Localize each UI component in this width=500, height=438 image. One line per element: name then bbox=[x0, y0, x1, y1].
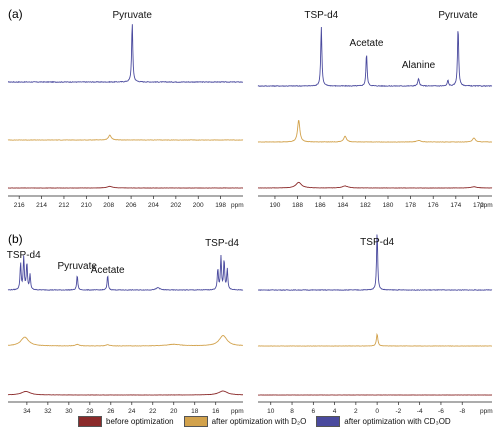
x-tick-label-0-2: 212 bbox=[59, 202, 70, 209]
x-tick-label-2-6: 22 bbox=[149, 408, 157, 415]
x-tick-label-2-3: 28 bbox=[86, 408, 94, 415]
spectrum-d2o-2 bbox=[8, 335, 243, 346]
x-tick-label-0-5: 206 bbox=[126, 202, 137, 209]
x-tick-label-1-2: 186 bbox=[315, 202, 326, 209]
annotation-1-0: TSP-d4 bbox=[304, 10, 338, 21]
spectrum-before-1 bbox=[258, 182, 492, 188]
x-tick-label-3-2: 6 bbox=[311, 408, 315, 415]
x-tick-label-3-9: -8 bbox=[459, 408, 465, 415]
x-tick-label-0-6: 204 bbox=[148, 202, 159, 209]
x-tick-label-3-7: -4 bbox=[417, 408, 423, 415]
annotation-2-3: TSP-d4 bbox=[205, 238, 239, 249]
x-tick-label-0-9: 198 bbox=[215, 202, 226, 209]
spectrum-d2o-3 bbox=[258, 334, 492, 346]
legend: before optimization after optimization w… bbox=[78, 416, 451, 427]
x-tick-label-0-0: 216 bbox=[14, 202, 25, 209]
x-tick-label-3-5: 0 bbox=[375, 408, 379, 415]
x-tick-label-2-0: 34 bbox=[23, 408, 31, 415]
x-axis-unit-0: ppm bbox=[231, 202, 244, 209]
legend-label-before: before optimization bbox=[106, 417, 174, 426]
x-tick-label-1-8: 174 bbox=[450, 202, 461, 209]
x-tick-label-2-5: 24 bbox=[128, 408, 136, 415]
x-tick-label-1-0: 190 bbox=[270, 202, 281, 209]
x-axis-unit-1: ppm bbox=[480, 202, 493, 209]
x-axis-unit-2: ppm bbox=[231, 408, 244, 415]
x-tick-label-3-4: 2 bbox=[354, 408, 358, 415]
x-tick-label-0-7: 202 bbox=[170, 202, 181, 209]
x-axis-unit-3: ppm bbox=[480, 408, 493, 415]
panel-a-label: (a) bbox=[8, 7, 23, 21]
annotation-2-2: Acetate bbox=[91, 265, 125, 276]
legend-item-d2o: after optimization with D₂O bbox=[184, 416, 307, 427]
x-tick-label-1-3: 184 bbox=[337, 202, 348, 209]
spectrum-before-0 bbox=[8, 186, 243, 188]
spectrum-d2o-1 bbox=[258, 121, 492, 143]
x-tick-label-0-4: 208 bbox=[103, 202, 114, 209]
legend-item-cd3od: after optimization with CD₃OD bbox=[316, 416, 450, 427]
x-tick-label-2-9: 16 bbox=[212, 408, 220, 415]
annotation-1-2: Alanine bbox=[402, 60, 436, 71]
x-tick-label-1-4: 182 bbox=[360, 202, 371, 209]
x-tick-label-2-4: 26 bbox=[107, 408, 115, 415]
x-tick-label-3-0: 10 bbox=[267, 408, 275, 415]
annotation-3-0: TSP-d4 bbox=[360, 237, 394, 248]
spectrum-cd3od-2 bbox=[8, 255, 243, 290]
x-tick-label-0-8: 200 bbox=[193, 202, 204, 209]
legend-swatch-before bbox=[78, 416, 102, 427]
x-tick-label-1-1: 188 bbox=[292, 202, 303, 209]
spectrum-cd3od-0 bbox=[8, 24, 243, 82]
annotation-0-0: Pyruvate bbox=[112, 10, 152, 21]
legend-item-before: before optimization bbox=[78, 416, 174, 427]
x-tick-label-0-1: 214 bbox=[36, 202, 47, 209]
x-tick-label-3-8: -6 bbox=[438, 408, 444, 415]
x-tick-label-1-7: 176 bbox=[428, 202, 439, 209]
x-tick-label-2-8: 18 bbox=[191, 408, 199, 415]
x-tick-label-0-3: 210 bbox=[81, 202, 92, 209]
x-tick-label-3-3: 4 bbox=[333, 408, 337, 415]
legend-label-cd3od: after optimization with CD₃OD bbox=[344, 417, 450, 426]
annotation-1-1: Acetate bbox=[350, 38, 384, 49]
x-tick-label-2-7: 20 bbox=[170, 408, 178, 415]
x-tick-label-2-1: 32 bbox=[44, 408, 52, 415]
spectrum-before-2 bbox=[8, 391, 243, 395]
x-tick-label-1-6: 178 bbox=[405, 202, 416, 209]
legend-label-d2o: after optimization with D₂O bbox=[212, 417, 307, 426]
spectrum-d2o-0 bbox=[8, 135, 243, 140]
spectrum-cd3od-1 bbox=[258, 27, 492, 86]
annotation-2-0: TSP-d4 bbox=[7, 250, 41, 261]
legend-swatch-d2o bbox=[184, 416, 208, 427]
x-tick-label-3-6: -2 bbox=[396, 408, 402, 415]
x-tick-label-1-5: 180 bbox=[383, 202, 394, 209]
annotation-1-3: Pyruvate bbox=[438, 10, 478, 21]
x-tick-label-3-1: 8 bbox=[290, 408, 294, 415]
x-tick-label-2-2: 30 bbox=[65, 408, 73, 415]
legend-swatch-cd3od bbox=[316, 416, 340, 427]
panel-b-label: (b) bbox=[8, 232, 23, 246]
